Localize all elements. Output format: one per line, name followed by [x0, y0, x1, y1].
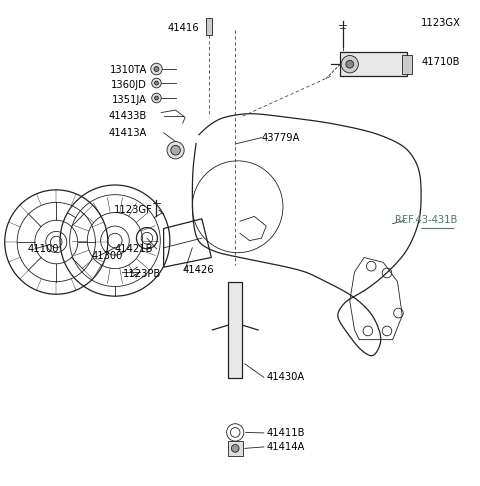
- Text: 41430A: 41430A: [266, 372, 304, 382]
- Bar: [402, 54, 412, 74]
- Text: 41100: 41100: [28, 244, 59, 254]
- Text: REF.43-431B: REF.43-431B: [395, 215, 457, 226]
- Text: 1123GF: 1123GF: [114, 205, 153, 215]
- Text: 1310TA: 1310TA: [109, 65, 147, 75]
- Text: 41416: 41416: [168, 23, 199, 33]
- Circle shape: [152, 78, 161, 88]
- Text: 41414A: 41414A: [266, 442, 305, 452]
- Circle shape: [151, 63, 162, 75]
- Text: 41411B: 41411B: [266, 428, 305, 438]
- Circle shape: [155, 81, 158, 85]
- Text: 41710B: 41710B: [421, 57, 460, 67]
- Bar: [340, 52, 407, 76]
- Text: 43779A: 43779A: [262, 133, 300, 143]
- Text: 41426: 41426: [183, 264, 215, 275]
- Circle shape: [152, 93, 161, 103]
- Circle shape: [154, 67, 159, 71]
- Bar: [206, 18, 212, 35]
- Text: 1360JD: 1360JD: [111, 81, 147, 90]
- Circle shape: [171, 145, 180, 155]
- Circle shape: [167, 141, 184, 159]
- Text: 41300: 41300: [92, 251, 123, 260]
- Text: 1351JA: 1351JA: [112, 95, 147, 105]
- Bar: [228, 441, 243, 455]
- Circle shape: [346, 60, 354, 68]
- Text: 1123PB: 1123PB: [123, 269, 161, 279]
- Circle shape: [155, 96, 158, 100]
- Text: 41421B: 41421B: [115, 244, 153, 254]
- Text: 41433B: 41433B: [108, 111, 147, 122]
- Bar: [228, 282, 242, 378]
- Text: 1123GX: 1123GX: [421, 18, 461, 28]
- Circle shape: [341, 55, 359, 73]
- Circle shape: [231, 445, 239, 452]
- Text: 41413A: 41413A: [108, 128, 147, 138]
